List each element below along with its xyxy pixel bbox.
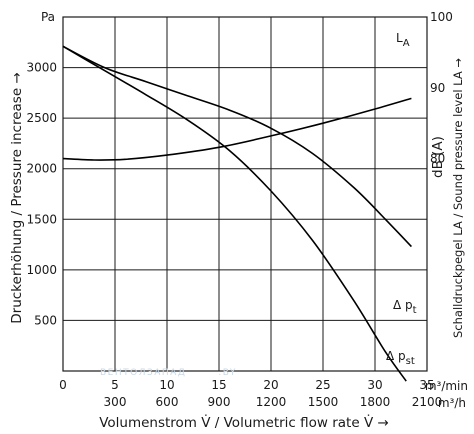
- y-left-unit: Pa: [41, 10, 55, 24]
- y-right-tick-label: 90: [430, 81, 445, 95]
- y-left-tick-label: 3000: [26, 61, 57, 75]
- plot-frame: [62, 16, 428, 372]
- curve-labels: Δ pt Δ pst LA: [386, 31, 417, 367]
- x-tick-label-m3min: 20: [263, 378, 278, 392]
- x-unit-m3h: m³/h: [438, 396, 466, 410]
- x-axis-title: Volumenstrom V̇ / Volumetric flow rate V…: [99, 415, 389, 431]
- label-la: LA: [396, 31, 410, 49]
- x-ticks-m3min: 0 5 10 15 20 25 30 35: [59, 378, 434, 392]
- y-right-axis-title: Schalldruckpegel LA / Sound pressure lev…: [451, 58, 465, 338]
- x-tick-label-m3h: 300: [104, 395, 127, 409]
- x-tick-label-m3h: 600: [156, 395, 179, 409]
- x-tick-label-m3min: 10: [159, 378, 174, 392]
- y-left-tick-label: 1500: [26, 212, 57, 226]
- y-left-ticks: 500 1000 1500 2000 2500 3000: [26, 61, 57, 328]
- y-right-top-label: 100: [430, 10, 453, 24]
- y-right-tick-label: 80: [430, 152, 445, 166]
- y-left-axis-title: Druckerhöhung / Pressure increase →: [9, 72, 25, 324]
- y-right-ticks: 90 80: [430, 81, 445, 166]
- x-tick-label-m3h: 1500: [308, 395, 339, 409]
- curves: [62, 45, 412, 382]
- x-tick-label-m3h: 900: [208, 395, 231, 409]
- curve-pst: [62, 45, 407, 382]
- y-left-tick-label: 2000: [26, 162, 57, 176]
- curve-pt: [62, 45, 412, 248]
- y-left-tick-label: 500: [34, 313, 57, 327]
- watermark: ВЕНТОЛЗАПАД .BY: [100, 368, 237, 378]
- x-tick-label-m3min: 5: [111, 378, 119, 392]
- y-right-db-title: dB (A): [430, 136, 446, 178]
- grid: [63, 17, 427, 371]
- label-delta-pst: Δ pst: [386, 349, 415, 367]
- label-delta-pt: Δ pt: [393, 298, 417, 316]
- x-tick-label-m3h: 1800: [360, 395, 391, 409]
- curve-la: [62, 97, 412, 161]
- x-tick-label-m3min: 15: [211, 378, 226, 392]
- y-left-tick-label: 2500: [26, 111, 57, 125]
- x-tick-label-m3min: 35: [419, 378, 434, 392]
- x-unit-m3min: m³/min: [425, 379, 468, 393]
- x-tick-label-m3h: 1200: [256, 395, 287, 409]
- y-left-tick-label: 1000: [26, 263, 57, 277]
- x-tick-label-m3min: 25: [315, 378, 330, 392]
- x-tick-label-m3min: 30: [367, 378, 382, 392]
- x-tick-label-m3min: 0: [59, 378, 67, 392]
- x-ticks-m3h: 300 600 900 1200 1500 1800 2100: [104, 395, 443, 409]
- x-tick-label-m3h: 2100: [412, 395, 443, 409]
